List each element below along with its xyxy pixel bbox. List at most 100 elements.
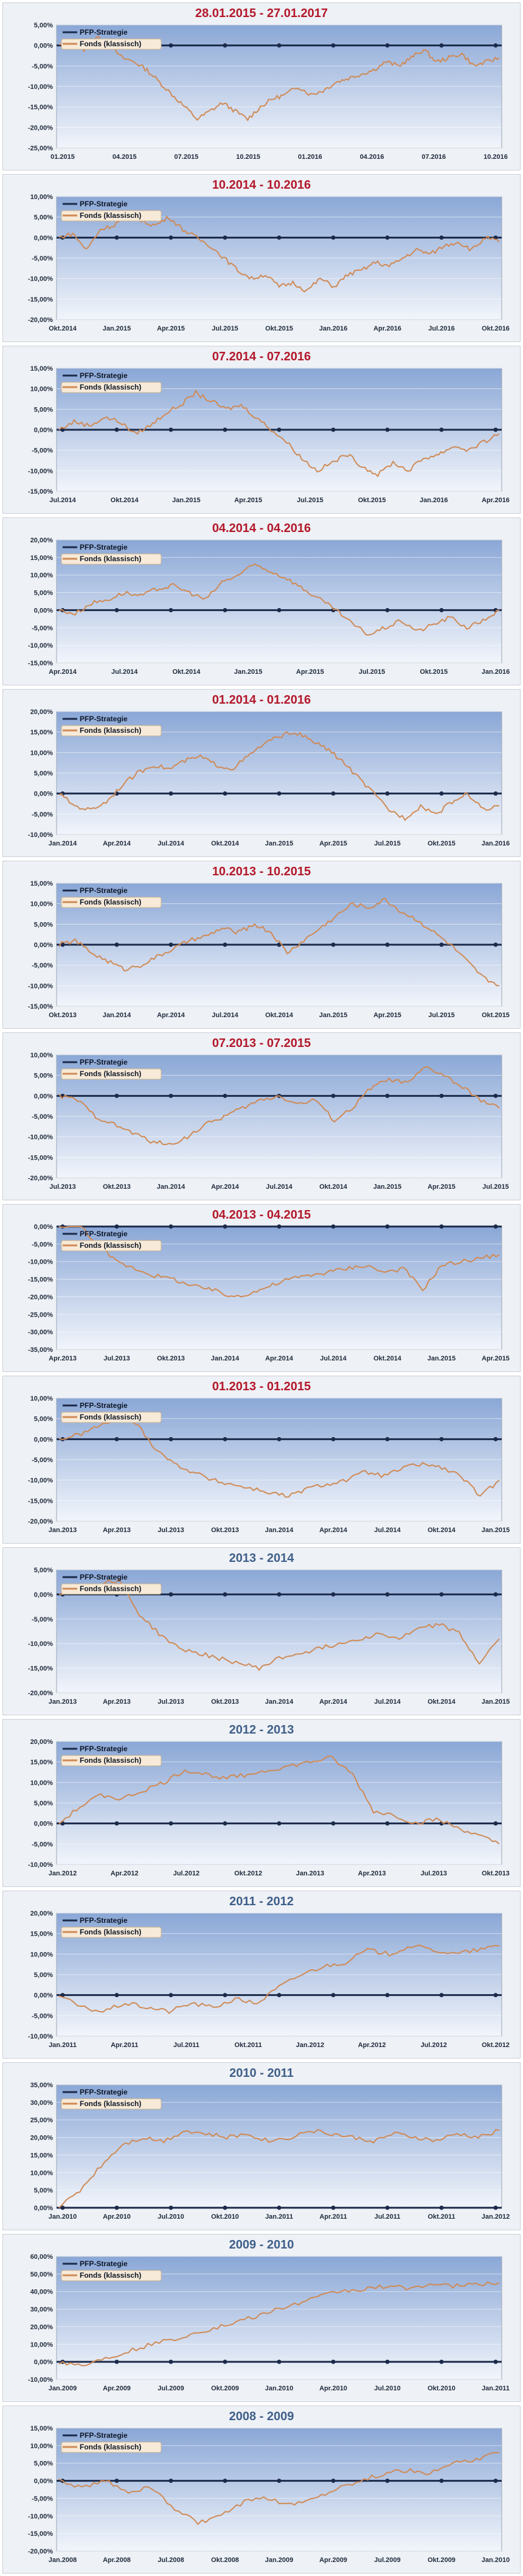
x-tick-label: Apr.2013 — [358, 1870, 386, 1877]
strategy-marker — [223, 791, 227, 796]
y-tick-label: 5,00% — [34, 770, 53, 777]
strategy-marker — [168, 2479, 173, 2483]
strategy-marker — [168, 2205, 173, 2210]
series-line-fund — [58, 2452, 500, 2525]
strategy-marker — [331, 1437, 336, 1441]
x-tick-label: Jul.2010 — [158, 2213, 184, 2221]
strategy-marker — [385, 1093, 390, 1098]
y-tick-label: -5,00% — [32, 811, 53, 818]
strategy-marker — [439, 942, 444, 947]
strategy-marker — [493, 942, 498, 947]
strategy-marker — [385, 607, 390, 612]
chart-panel: 01.2014 - 01.2016 20,00% 15,00% 10,00% 5,00%… — [2, 689, 521, 857]
strategy-marker — [493, 1592, 498, 1597]
x-tick-label: Jan.2010 — [265, 2385, 293, 2392]
x-tick-label: Jan.2012 — [296, 2042, 324, 2049]
strategy-marker — [223, 427, 227, 432]
x-tick-label: Jul.2014 — [111, 668, 138, 676]
strategy-marker — [114, 607, 119, 612]
strategy-marker — [493, 1993, 498, 1998]
legend-box-fund — [61, 210, 162, 222]
strategy-marker — [439, 1224, 444, 1229]
legend: PFP-Strategie Fonds (klassisch) — [61, 2431, 162, 2453]
legend-box-fund — [61, 38, 162, 50]
strategy-marker — [331, 1821, 336, 1826]
x-tick-label: Apr.2015 — [373, 1012, 401, 1019]
chart-svg: 10,00% 5,00% 0,00% -5,00% -10,00% -15,00% -20,… — [28, 1052, 509, 1191]
strategy-marker — [385, 2479, 390, 2483]
x-tick-label: Jan.2016 — [420, 497, 448, 504]
x-tick-label: Okt.2012 — [234, 1870, 262, 1877]
chart-svg: 15,00% 10,00% 5,00% 0,00% -5,00% -10,00% -15,0… — [28, 2425, 510, 2564]
x-tick-label: Jul.2010 — [374, 2385, 400, 2392]
legend-label-strategy: PFP-Strategie — [80, 2431, 128, 2440]
strategy-marker — [168, 1224, 173, 1229]
y-tick-label: -5,00% — [32, 63, 53, 70]
legend-label-fund: Fonds (klassisch) — [80, 383, 141, 391]
x-tick-label: Okt.2015 — [482, 1012, 510, 1019]
x-tick-label: Jan.2013 — [49, 1698, 77, 1706]
strategy-marker — [168, 235, 173, 240]
series-line-fund — [58, 1578, 500, 1671]
legend-label-strategy: PFP-Strategie — [80, 1745, 128, 1753]
chart-title: 2013 - 2014 — [229, 1552, 294, 1565]
x-tick-label: Jul.2016 — [428, 325, 454, 332]
legend-label-fund: Fonds (klassisch) — [80, 1928, 141, 1936]
y-tick-label: -10,00% — [28, 642, 53, 649]
chart-svg: 5,00% 0,00% -5,00% -10,00% -15,00% -20,00% -25… — [28, 22, 508, 161]
x-tick-label: 01.2015 — [50, 153, 75, 161]
legend-label-strategy: PFP-Strategie — [80, 543, 128, 551]
strategy-marker — [385, 1437, 390, 1441]
x-tick-label: Jan.2008 — [49, 2557, 77, 2564]
series-line-fund — [58, 1066, 500, 1146]
x-tick-label: 10.2015 — [236, 153, 260, 161]
y-tick-label: 15,00% — [30, 1931, 54, 1938]
legend: PFP-Strategie Fonds (klassisch) — [61, 1745, 162, 1766]
x-tick-label: Okt.2013 — [211, 1527, 239, 1534]
x-tick-label: Apr.2009 — [103, 2385, 131, 2392]
strategy-marker — [168, 1993, 173, 1998]
y-tick-label: -15,00% — [28, 1665, 53, 1673]
strategy-marker — [223, 1821, 227, 1826]
x-tick-label: Jan.2011 — [265, 2213, 293, 2221]
strategy-marker — [223, 43, 227, 48]
x-tick-label: Okt.2013 — [103, 1183, 131, 1191]
x-tick-label: Jan.2015 — [428, 1355, 455, 1362]
x-tick-label: Apr.2013 — [103, 1698, 131, 1706]
series-line-fund — [58, 2129, 500, 2208]
strategy-marker — [168, 427, 173, 432]
legend-box-fund — [61, 1412, 162, 1423]
strategy-marker — [223, 607, 227, 612]
legend: PFP-Strategie Fonds (klassisch) — [61, 886, 162, 908]
x-tick-label: Jul.2013 — [158, 1527, 184, 1534]
y-tick-label: 30,00% — [30, 2306, 54, 2314]
legend-label-fund: Fonds (klassisch) — [80, 40, 141, 48]
x-tick-label: Okt.2010 — [211, 2213, 239, 2221]
strategy-marker — [385, 235, 390, 240]
strategy-marker — [277, 791, 282, 796]
x-tick-label: Jul.2013 — [158, 1698, 184, 1706]
x-tick-label: Okt.2009 — [428, 2557, 455, 2564]
strategy-marker — [277, 1224, 282, 1229]
y-tick-label: -5,00% — [32, 625, 53, 632]
strategy-marker — [223, 235, 227, 240]
x-tick-label: Okt.2014 — [319, 1183, 348, 1191]
strategy-marker — [168, 2359, 173, 2364]
y-tick-label: 20,00% — [30, 2135, 54, 2142]
y-tick-label: 0,00% — [34, 2205, 53, 2212]
strategy-marker — [493, 1224, 498, 1229]
strategy-marker — [493, 43, 498, 48]
strategy-marker — [493, 2479, 498, 2483]
x-tick-label: 04.2016 — [360, 153, 384, 161]
x-tick-label: Jul.2012 — [173, 1870, 199, 1877]
strategy-marker — [277, 427, 282, 432]
y-tick-label: -20,00% — [28, 2548, 53, 2555]
legend: PFP-Strategie Fonds (klassisch) — [61, 715, 162, 737]
y-tick-label: -15,00% — [28, 1003, 53, 1010]
strategy-marker — [277, 942, 282, 947]
x-tick-label: Jul.2009 — [374, 2557, 400, 2564]
x-tick-label: Apr.2009 — [319, 2557, 347, 2564]
chart-panel: 2012 - 2013 20,00% 15,00% 10,00% 5,00% 0,00% -… — [2, 1719, 521, 1887]
legend-label-fund: Fonds (klassisch) — [80, 898, 141, 906]
